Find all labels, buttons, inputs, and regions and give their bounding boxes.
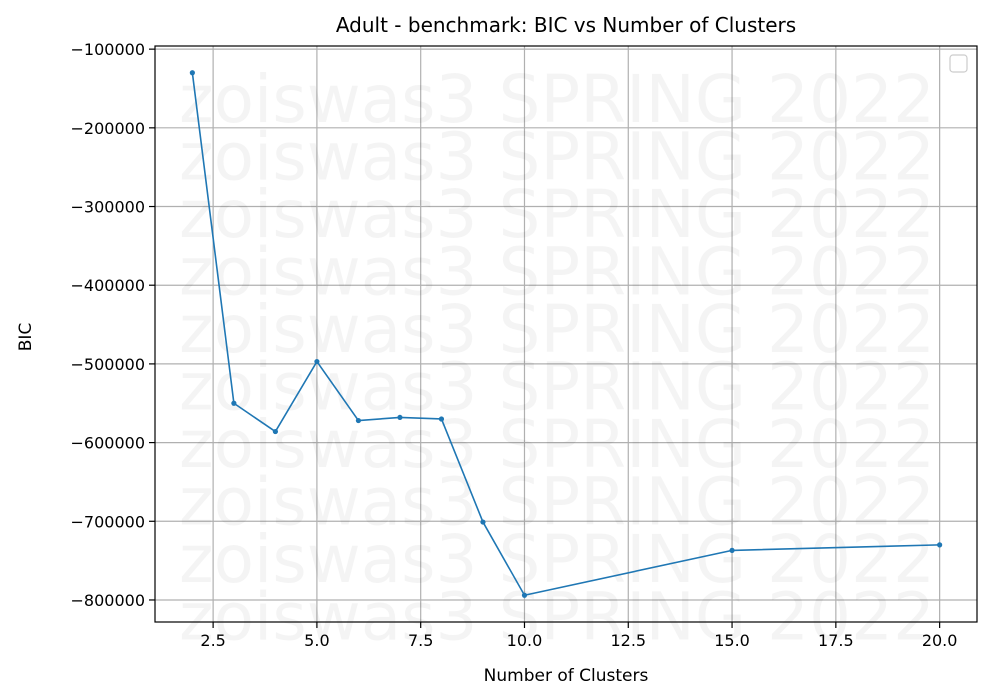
watermark-text: zoiswas3 SPRING 2022 [179, 176, 935, 253]
y-tick-label: −700000 [71, 512, 145, 531]
watermark-text: zoiswas3 SPRING 2022 [179, 406, 935, 483]
y-axis-label: BIC [16, 323, 36, 352]
watermark-text: zoiswas3 SPRING 2022 [179, 234, 935, 311]
y-tick-label: −300000 [71, 198, 145, 217]
data-point [438, 416, 445, 422]
x-tick-label: 17.5 [818, 631, 854, 650]
legend-box [949, 54, 968, 73]
chart-title: Adult - benchmark: BIC vs Number of Clus… [336, 13, 796, 37]
x-tick-label: 2.5 [200, 631, 225, 650]
plot-frame [154, 45, 978, 623]
data-point [355, 417, 362, 424]
x-tick-label: 7.5 [408, 631, 433, 650]
y-axis-ticks: −100000 −200000 −300000 −400000 −500000 −6000… [71, 40, 155, 610]
watermark-text: zoiswas3 SPRING 2022 [179, 291, 935, 368]
grid-lines [155, 46, 977, 622]
data-point [397, 414, 403, 421]
data-point [937, 542, 943, 548]
y-tick-label: −500000 [71, 355, 145, 374]
x-axis-ticks: 2.5 5.0 7.5 10.0 12.5 15.0 17.5 20.0 [200, 622, 957, 650]
x-tick-label: 5.0 [304, 631, 329, 650]
y-tick-label: −400000 [71, 276, 145, 295]
x-tick-label: 15.0 [714, 631, 750, 650]
x-axis-label: Number of Clusters [484, 666, 649, 686]
data-series [189, 70, 943, 598]
watermark-text: zoiswas3 SPRING 2022 [179, 464, 935, 541]
watermark-text: zoiswas3 SPRING 2022 [179, 61, 935, 138]
y-tick-label: −200000 [71, 119, 145, 138]
y-tick-label: −100000 [71, 40, 145, 59]
data-point [189, 70, 195, 76]
data-point [314, 358, 320, 365]
data-point [480, 519, 486, 525]
watermark-text: zoiswas3 SPRING 2022 [179, 119, 935, 196]
data-point [521, 592, 528, 598]
watermark-text: zoiswas3 SPRING 2022 [179, 579, 935, 656]
data-point [729, 547, 735, 553]
x-tick-label: 20.0 [922, 631, 958, 650]
watermark-text: zoiswas3 SPRING 2022 [179, 349, 935, 426]
y-tick-label: −800000 [71, 591, 145, 610]
data-point [231, 400, 237, 406]
data-point [272, 428, 278, 435]
x-tick-label: 10.0 [507, 631, 543, 650]
watermark-text: zoiswas3 SPRING 2022 [179, 521, 935, 598]
x-tick-label: 12.5 [610, 631, 646, 650]
y-tick-label: −600000 [71, 434, 145, 453]
